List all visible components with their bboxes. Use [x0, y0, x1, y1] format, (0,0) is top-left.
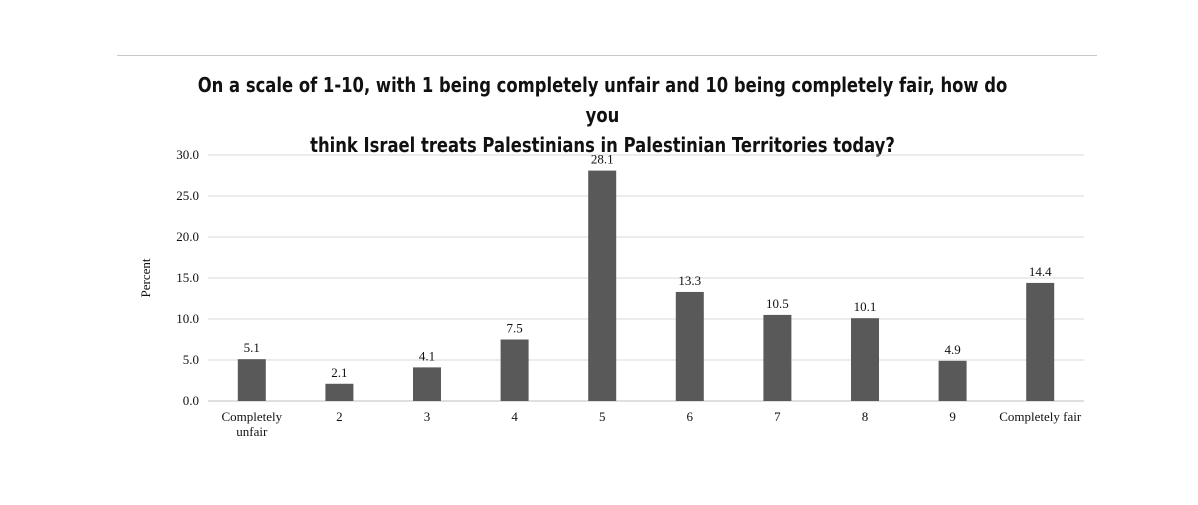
- chart-title-line-2: think Israel treats Palestinians in Pale…: [310, 133, 895, 157]
- data-label: 10.5: [766, 296, 789, 311]
- y-axis-label: Percent: [138, 258, 153, 297]
- chart-title: On a scale of 1-10, with 1 being complet…: [190, 70, 1014, 160]
- y-tick-label: 0.0: [183, 393, 199, 408]
- bar: [938, 360, 967, 401]
- x-tick-label: 9: [949, 409, 956, 424]
- top-divider: [117, 55, 1097, 56]
- bar: [1026, 282, 1055, 401]
- x-tick-label: 3: [424, 409, 431, 424]
- bar: [588, 170, 617, 401]
- bar: [413, 367, 441, 401]
- bar: [500, 339, 529, 401]
- x-tick-label: Completely: [221, 409, 282, 424]
- data-label: 7.5: [506, 321, 522, 336]
- data-label: 10.1: [854, 299, 877, 314]
- bar: [763, 314, 792, 401]
- data-label: 4.9: [944, 342, 960, 357]
- y-tick-label: 15.0: [176, 270, 199, 285]
- y-tick-label: 5.0: [183, 352, 199, 367]
- bar: [325, 383, 354, 401]
- x-tick-label: 5: [599, 409, 606, 424]
- y-tick-label: 10.0: [176, 311, 199, 326]
- x-tick-label: 6: [687, 409, 694, 424]
- data-label: 4.1: [419, 348, 435, 363]
- x-tick-label: Completely fair: [999, 409, 1082, 424]
- x-tick-label: 7: [774, 409, 781, 424]
- y-tick-label: 25.0: [176, 188, 199, 203]
- y-tick-label: 20.0: [176, 229, 199, 244]
- bar: [237, 359, 266, 401]
- x-tick-label: unfair: [236, 424, 268, 439]
- data-label: 2.1: [331, 365, 347, 380]
- bar: [675, 291, 704, 401]
- data-label: 13.3: [678, 273, 701, 288]
- bar: [851, 318, 879, 401]
- data-label: 5.1: [244, 340, 260, 355]
- x-tick-label: 4: [511, 409, 518, 424]
- x-tick-label: 8: [862, 409, 869, 424]
- data-label: 14.4: [1029, 264, 1052, 279]
- y-tick-label: 30.0: [176, 147, 199, 162]
- data-label: 28.1: [591, 152, 614, 167]
- x-tick-label: 2: [336, 409, 343, 424]
- chart-title-line-1: On a scale of 1-10, with 1 being complet…: [197, 73, 1008, 127]
